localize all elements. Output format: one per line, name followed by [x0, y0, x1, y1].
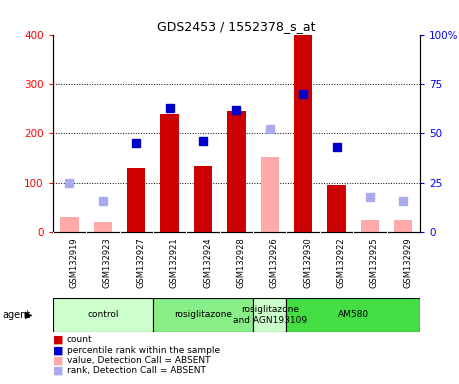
Bar — [194, 166, 212, 232]
Text: agent: agent — [2, 310, 31, 320]
Text: GSM132925: GSM132925 — [370, 238, 379, 288]
Bar — [60, 217, 78, 232]
Text: GSM132924: GSM132924 — [203, 238, 212, 288]
Bar — [394, 220, 413, 232]
Text: ■: ■ — [53, 356, 63, 366]
Text: GSM132921: GSM132921 — [170, 238, 179, 288]
Bar — [227, 111, 246, 232]
Text: GSM132930: GSM132930 — [303, 238, 312, 288]
Bar — [127, 168, 146, 232]
Text: AM580: AM580 — [338, 310, 369, 319]
Text: control: control — [87, 310, 118, 319]
Text: GSM132923: GSM132923 — [103, 238, 112, 288]
Text: GSM132929: GSM132929 — [403, 238, 412, 288]
Text: count: count — [67, 335, 92, 344]
Text: GSM132922: GSM132922 — [336, 238, 346, 288]
Text: rosiglitazone
and AGN193109: rosiglitazone and AGN193109 — [233, 305, 307, 324]
Text: ▶: ▶ — [25, 310, 33, 320]
Text: rank, Detection Call = ABSENT: rank, Detection Call = ABSENT — [67, 366, 206, 376]
Text: GSM132927: GSM132927 — [136, 238, 145, 288]
Text: rosiglitazone: rosiglitazone — [174, 310, 232, 319]
Bar — [161, 114, 179, 232]
Bar — [361, 220, 379, 232]
FancyBboxPatch shape — [53, 298, 153, 332]
Text: percentile rank within the sample: percentile rank within the sample — [67, 346, 220, 355]
Bar — [327, 185, 346, 232]
Text: ■: ■ — [53, 335, 63, 345]
Bar — [94, 222, 112, 232]
Text: ■: ■ — [53, 366, 63, 376]
Text: GSM132926: GSM132926 — [270, 238, 279, 288]
FancyBboxPatch shape — [253, 298, 286, 332]
Bar — [261, 157, 279, 232]
Title: GDS2453 / 1552378_s_at: GDS2453 / 1552378_s_at — [157, 20, 316, 33]
Bar — [294, 35, 312, 232]
Text: GSM132928: GSM132928 — [236, 238, 246, 288]
Text: value, Detection Call = ABSENT: value, Detection Call = ABSENT — [67, 356, 210, 365]
Text: ■: ■ — [53, 345, 63, 355]
Text: GSM132919: GSM132919 — [69, 238, 78, 288]
FancyBboxPatch shape — [286, 298, 420, 332]
FancyBboxPatch shape — [153, 298, 253, 332]
